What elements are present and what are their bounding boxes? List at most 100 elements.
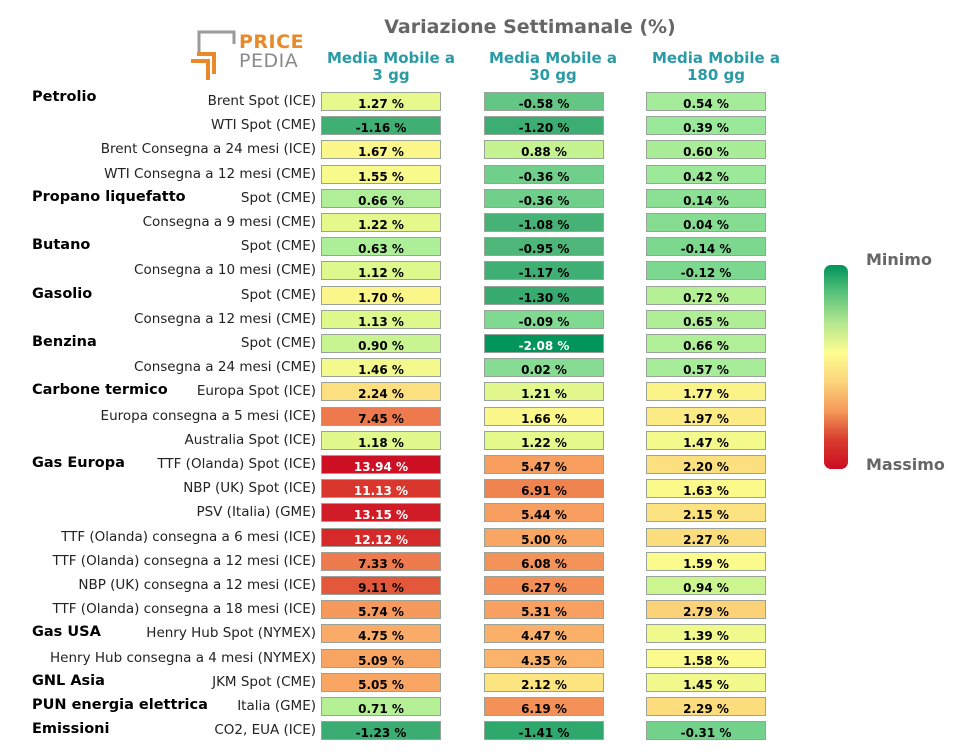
cell-3gg: 1.55 % xyxy=(321,164,441,184)
group-label-petrolio: Petrolio xyxy=(32,89,97,105)
cell-3gg: 5.05 % xyxy=(321,672,441,692)
group-label-emissioni: Emissioni xyxy=(32,721,110,738)
cell-30gg: -0.95 % xyxy=(484,237,604,257)
cell-180gg: -0.31 % xyxy=(646,721,766,741)
column-header-3gg: Media Mobile a 3 gg xyxy=(326,49,456,84)
cell-3gg: 9.11 % xyxy=(321,576,441,595)
cell-180gg: 1.58 % xyxy=(646,648,766,668)
cell-30gg: 4.47 % xyxy=(484,624,604,644)
row-label: JKM Spot (CME) xyxy=(212,673,316,690)
group-label-gasolio: Gasolio xyxy=(32,285,93,302)
cell-30gg: -0.36 % xyxy=(484,188,604,208)
cell-30gg: 2.12 % xyxy=(484,672,604,692)
legend-min-label: Minimo xyxy=(866,250,932,269)
cell-180gg: 1.39 % xyxy=(646,624,766,644)
cell-3gg: 1.67 % xyxy=(321,140,441,160)
row-label: WTI Consegna a 12 mesi (CME) xyxy=(104,165,316,182)
cell-30gg: 6.27 % xyxy=(484,576,604,595)
cell-180gg: 2.27 % xyxy=(646,527,766,547)
cell-3gg: 2.24 % xyxy=(321,382,441,402)
cell-3gg: 0.63 % xyxy=(321,237,441,257)
cell-3gg: 12.12 % xyxy=(321,527,441,547)
cell-30gg: -1.30 % xyxy=(484,285,604,305)
column-header-30gg: Media Mobile a 30 gg xyxy=(488,49,618,84)
cell-180gg: 1.47 % xyxy=(646,430,766,450)
row-label: Spot (CME) xyxy=(240,238,316,255)
cell-180gg: 0.66 % xyxy=(646,334,766,353)
cell-3gg: 0.66 % xyxy=(321,188,441,208)
cell-30gg: 1.22 % xyxy=(484,430,604,450)
cell-180gg: 1.63 % xyxy=(646,479,766,499)
cell-180gg: -0.12 % xyxy=(646,261,766,281)
row-label: Europa consegna a 5 mesi (ICE) xyxy=(100,407,316,424)
cell-30gg: 5.31 % xyxy=(484,600,604,620)
color-scale-bar xyxy=(824,265,848,469)
row-label: Brent Spot (ICE) xyxy=(207,93,316,109)
cell-180gg: 0.94 % xyxy=(646,576,766,595)
cell-180gg: 2.15 % xyxy=(646,503,766,523)
cell-180gg: 1.59 % xyxy=(646,551,766,571)
cell-30gg: 6.19 % xyxy=(484,697,604,716)
cell-180gg: -0.14 % xyxy=(646,237,766,257)
cell-180gg: 0.54 % xyxy=(646,92,766,111)
cell-30gg: 1.66 % xyxy=(484,406,604,426)
cell-180gg: 0.39 % xyxy=(646,116,766,136)
row-label: TTF (Olanda) consegna a 6 mesi (ICE) xyxy=(61,528,316,545)
pricepedia-logo-mark xyxy=(191,30,236,80)
cell-3gg: 11.13 % xyxy=(321,479,441,499)
cell-3gg: 1.18 % xyxy=(321,430,441,450)
cell-3gg: -1.23 % xyxy=(321,721,441,741)
cell-30gg: 1.21 % xyxy=(484,382,604,402)
cell-30gg: 0.88 % xyxy=(484,140,604,160)
cell-3gg: 7.33 % xyxy=(321,551,441,571)
cell-3gg: 13.15 % xyxy=(321,503,441,523)
column-header-180gg: Media Mobile a 180 gg xyxy=(651,49,781,84)
cell-3gg: 1.22 % xyxy=(321,213,441,232)
cell-3gg: 7.45 % xyxy=(321,406,441,426)
cell-30gg: -0.09 % xyxy=(484,309,604,329)
group-label-pun-energia-elettrica: PUN energia elettrica xyxy=(32,697,208,713)
cell-3gg: 5.09 % xyxy=(321,648,441,668)
row-label: Spot (CME) xyxy=(240,286,316,303)
row-label: Consegna a 24 mesi (CME) xyxy=(134,359,316,376)
cell-30gg: -1.20 % xyxy=(484,116,604,136)
cell-30gg: -1.17 % xyxy=(484,261,604,281)
pricepedia-logo: PRICE PEDIA xyxy=(188,30,308,84)
row-label: Consegna a 12 mesi (CME) xyxy=(134,310,316,327)
cell-180gg: 0.42 % xyxy=(646,164,766,184)
cell-180gg: 2.79 % xyxy=(646,600,766,620)
group-label-carbone-termico: Carbone termico xyxy=(32,382,168,399)
cell-180gg: 0.60 % xyxy=(646,140,766,160)
cell-3gg: 1.13 % xyxy=(321,309,441,329)
cell-3gg: 5.74 % xyxy=(321,600,441,620)
row-label: Henry Hub Spot (NYMEX) xyxy=(146,625,316,642)
group-label-benzina: Benzina xyxy=(32,334,97,350)
cell-180gg: 1.45 % xyxy=(646,672,766,692)
cell-180gg: 0.04 % xyxy=(646,213,766,232)
row-label: TTF (Olanda) Spot (ICE) xyxy=(157,456,316,472)
cell-30gg: 5.47 % xyxy=(484,455,604,474)
legend-max-label: Massimo xyxy=(866,455,945,474)
cell-3gg: -1.16 % xyxy=(321,116,441,136)
row-label: Spot (CME) xyxy=(240,189,316,206)
chart-title: Variazione Settimanale (%) xyxy=(384,16,676,38)
cell-180gg: 0.14 % xyxy=(646,188,766,208)
group-label-gas-usa: Gas USA xyxy=(32,624,101,641)
row-label: Consegna a 10 mesi (CME) xyxy=(134,262,316,279)
cell-30gg: -2.08 % xyxy=(484,334,604,353)
row-label: Europa Spot (ICE) xyxy=(196,383,316,400)
cell-3gg: 4.75 % xyxy=(321,624,441,644)
cell-180gg: 2.20 % xyxy=(646,455,766,474)
cell-180gg: 0.72 % xyxy=(646,285,766,305)
cell-3gg: 1.46 % xyxy=(321,358,441,378)
cell-30gg: -1.08 % xyxy=(484,213,604,232)
cell-30gg: 6.91 % xyxy=(484,479,604,499)
cell-30gg: 4.35 % xyxy=(484,648,604,668)
cell-30gg: -0.36 % xyxy=(484,164,604,184)
cell-30gg: 6.08 % xyxy=(484,551,604,571)
row-label: PSV (Italia) (GME) xyxy=(196,504,316,521)
cell-30gg: 5.00 % xyxy=(484,527,604,547)
group-label-butano: Butano xyxy=(32,237,91,254)
cell-3gg: 1.27 % xyxy=(321,92,441,111)
